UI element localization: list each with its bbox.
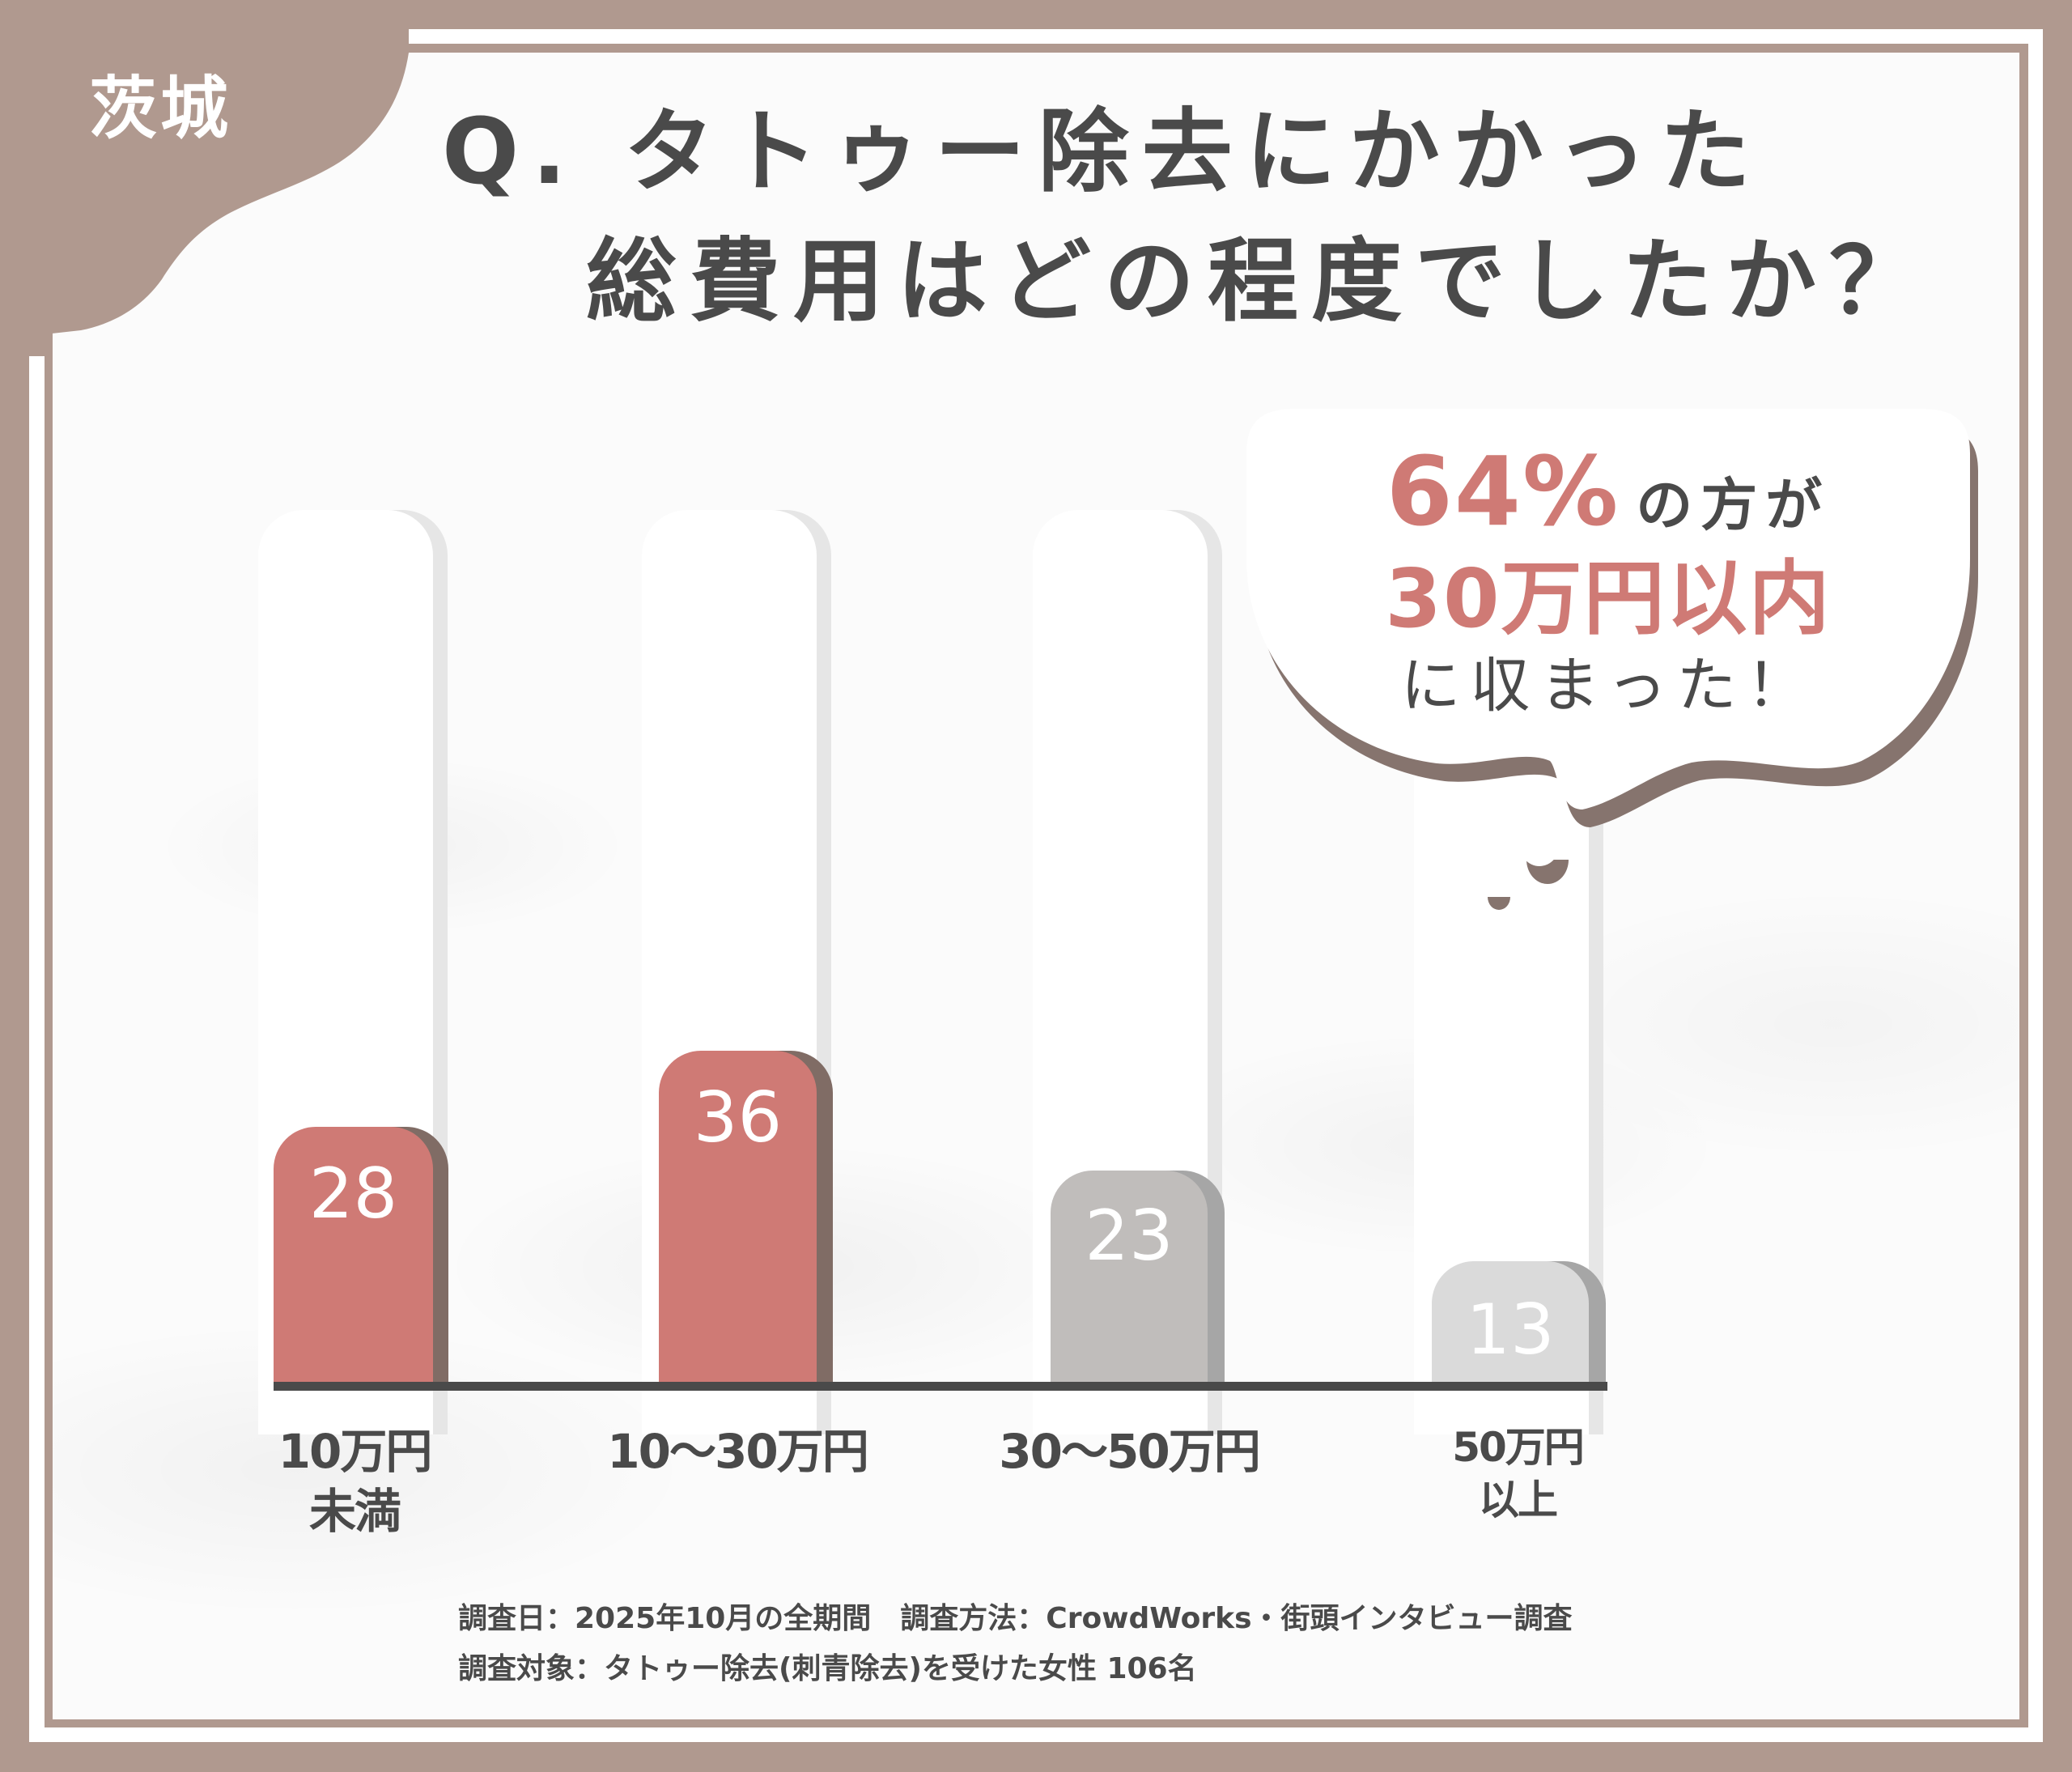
bar-10-30man: 36 [659,1051,817,1382]
survey-info-line-2: 調査対象：タトゥー除去(刺青除去)を受けた女性 106名 [458,1652,1197,1685]
callout-percent: 64% [1386,436,1620,547]
bar-value-2: 36 [693,1077,783,1158]
bar-value-3: 23 [1085,1196,1174,1277]
callout-suffix: の方が [1636,472,1831,538]
bar-50man-over: 13 [1432,1261,1589,1382]
survey-info-line-1: 調査日：2025年10月の全期間 調査方法：CrowdWorks・街頭インタビュ… [458,1602,1573,1635]
region-badge: 茨城 [89,69,232,148]
callout-line-3: に収まった！ [1400,651,1816,720]
bar-10man-under: 28 [274,1127,433,1382]
bar-value-1: 28 [308,1154,398,1234]
category-label-1-line-1: 10万円 [278,1424,433,1479]
category-label-2-line-1: 10〜30万円 [607,1424,868,1479]
speech-bubble [1246,409,1978,910]
category-label-4-line-2: 以上 [1479,1477,1558,1523]
x-axis-baseline [274,1382,1607,1391]
question-title-line-2: 総費用はどの程度でしたか？ [586,229,1933,334]
category-label-4: 50万円 以上 [1396,1421,1639,1527]
bar-30-50man: 23 [1051,1171,1208,1382]
category-label-1: 10万円 未満 [233,1421,476,1541]
bar-value-4: 13 [1466,1290,1555,1370]
category-label-3-line-1: 30〜50万円 [999,1424,1260,1479]
corner-blob-decoration [0,0,453,356]
callout-line-1: 64% の方が [1246,444,1970,539]
category-label-3: 30〜50万円 [967,1421,1291,1481]
question-title-line-1: Q. タトゥー除去にかかった [442,100,1764,205]
category-label-2: 10〜30万円 [575,1421,899,1481]
callout-line-2: 30万円以内 [1385,551,1832,646]
category-label-1-line-2: 未満 [308,1484,401,1540]
category-label-4-line-1: 50万円 [1452,1424,1585,1471]
